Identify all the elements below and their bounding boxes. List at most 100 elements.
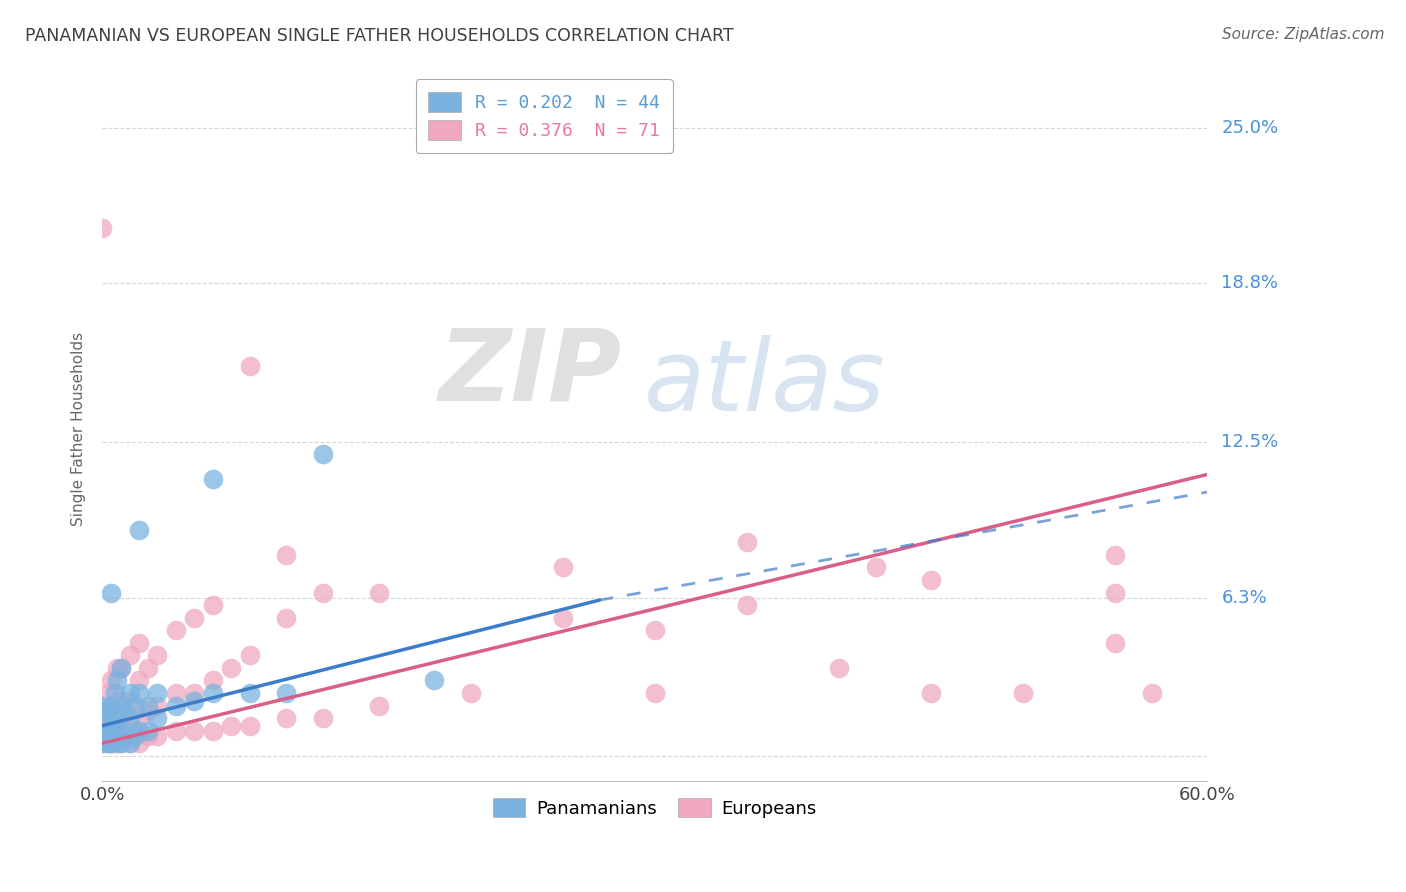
Point: [920, 686, 942, 700]
Text: ZIP: ZIP: [439, 325, 621, 421]
Point: [112, 704, 135, 718]
Text: 25.0%: 25.0%: [1222, 119, 1278, 136]
Point: [124, 698, 146, 713]
Point: [97, 736, 120, 750]
Point: [239, 648, 262, 663]
Point: [136, 729, 159, 743]
Point: [183, 693, 205, 707]
Text: 6.3%: 6.3%: [1222, 589, 1267, 607]
Point: [100, 585, 122, 599]
Point: [105, 719, 128, 733]
Point: [276, 686, 298, 700]
Point: [201, 686, 224, 700]
Point: [920, 573, 942, 587]
Point: [735, 535, 758, 549]
Point: [100, 698, 122, 713]
Point: [91, 711, 114, 725]
Point: [165, 723, 187, 738]
Point: [828, 661, 851, 675]
Point: [219, 661, 242, 675]
Point: [91, 729, 114, 743]
Point: [97, 704, 120, 718]
Text: atlas: atlas: [644, 335, 886, 432]
Point: [118, 686, 141, 700]
Point: [423, 673, 446, 688]
Point: [128, 673, 150, 688]
Point: [201, 598, 224, 612]
Point: [105, 661, 128, 675]
Point: [110, 693, 132, 707]
Point: [201, 473, 224, 487]
Point: [97, 723, 120, 738]
Point: [97, 686, 120, 700]
Point: [105, 673, 128, 688]
Point: [97, 723, 120, 738]
Point: [112, 729, 135, 743]
Point: [136, 661, 159, 675]
Point: [865, 560, 887, 574]
Text: 12.5%: 12.5%: [1222, 433, 1278, 450]
Point: [128, 736, 150, 750]
Point: [128, 686, 150, 700]
Point: [1104, 548, 1126, 562]
Point: [201, 723, 224, 738]
Point: [118, 719, 141, 733]
Point: [100, 698, 122, 713]
Point: [100, 723, 122, 738]
Point: [183, 610, 205, 624]
Point: [276, 548, 298, 562]
Point: [1012, 686, 1035, 700]
Point: [97, 736, 120, 750]
Point: [239, 359, 262, 374]
Point: [128, 523, 150, 537]
Point: [128, 723, 150, 738]
Point: [367, 585, 389, 599]
Point: [110, 719, 132, 733]
Text: 18.8%: 18.8%: [1222, 275, 1278, 293]
Point: [276, 610, 298, 624]
Point: [136, 704, 159, 718]
Point: [110, 698, 132, 713]
Point: [165, 624, 187, 638]
Point: [91, 736, 114, 750]
Text: PANAMANIAN VS EUROPEAN SINGLE FATHER HOUSEHOLDS CORRELATION CHART: PANAMANIAN VS EUROPEAN SINGLE FATHER HOU…: [25, 27, 734, 45]
Point: [110, 736, 132, 750]
Point: [146, 648, 169, 663]
Point: [201, 673, 224, 688]
Point: [97, 704, 120, 718]
Point: [91, 719, 114, 733]
Point: [91, 736, 114, 750]
Point: [219, 719, 242, 733]
Point: [118, 693, 141, 707]
Point: [118, 711, 141, 725]
Point: [551, 560, 574, 574]
Point: [644, 686, 666, 700]
Point: [110, 661, 132, 675]
Point: [110, 661, 132, 675]
Point: [1140, 686, 1163, 700]
Legend: Panamanians, Europeans: Panamanians, Europeans: [485, 790, 824, 825]
Point: [183, 686, 205, 700]
Point: [100, 673, 122, 688]
Point: [110, 723, 132, 738]
Point: [165, 686, 187, 700]
Point: [104, 719, 127, 733]
Y-axis label: Single Father Households: Single Father Households: [72, 332, 86, 526]
Point: [146, 711, 169, 725]
Point: [146, 698, 169, 713]
Point: [239, 686, 262, 700]
Point: [312, 711, 335, 725]
Text: Source: ZipAtlas.com: Source: ZipAtlas.com: [1222, 27, 1385, 42]
Point: [312, 447, 335, 461]
Point: [105, 736, 128, 750]
Point: [1104, 636, 1126, 650]
Point: [276, 711, 298, 725]
Point: [460, 686, 482, 700]
Point: [104, 686, 127, 700]
Point: [136, 723, 159, 738]
Point: [1104, 585, 1126, 599]
Point: [105, 693, 128, 707]
Point: [91, 221, 114, 235]
Point: [183, 723, 205, 738]
Point: [146, 686, 169, 700]
